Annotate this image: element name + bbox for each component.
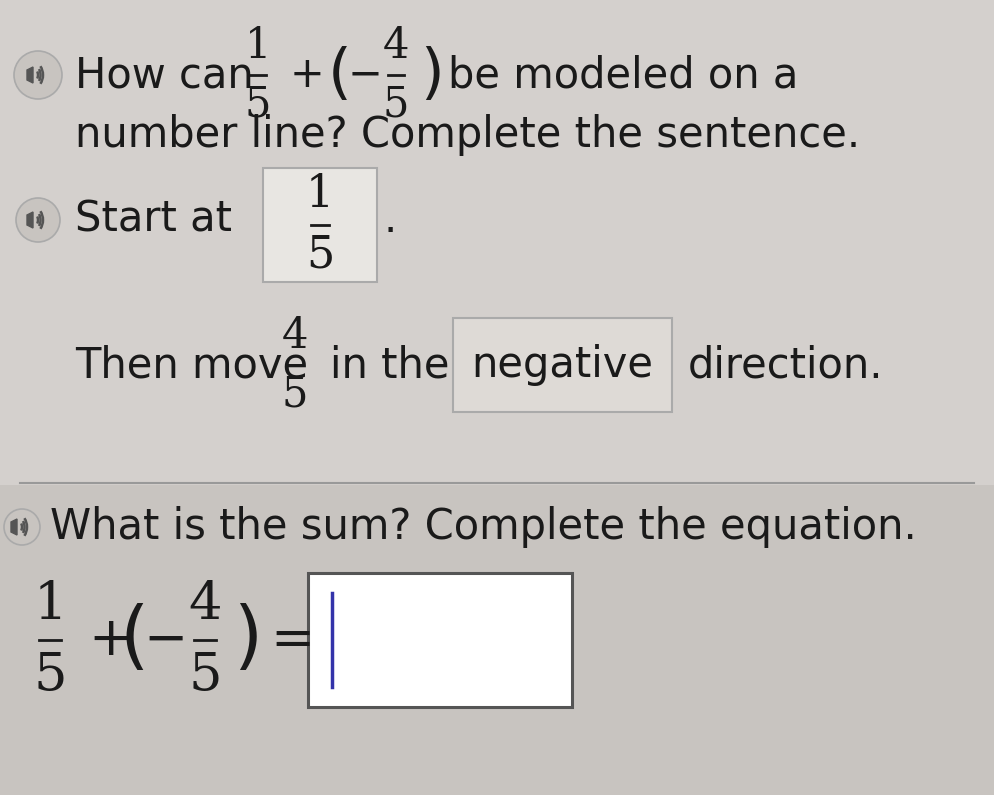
FancyBboxPatch shape (0, 485, 994, 795)
Text: 5: 5 (383, 83, 410, 126)
Text: 1: 1 (245, 25, 271, 67)
Text: 1: 1 (306, 173, 334, 216)
Text: +: + (88, 614, 132, 666)
Text: 4: 4 (281, 315, 308, 357)
FancyBboxPatch shape (308, 573, 572, 707)
Text: direction.: direction. (688, 344, 884, 386)
Text: 5: 5 (33, 650, 67, 701)
Text: 5: 5 (245, 83, 271, 126)
Text: number line? Complete the sentence.: number line? Complete the sentence. (75, 114, 860, 156)
Text: −: − (348, 54, 383, 96)
Text: in the: in the (330, 344, 449, 386)
Text: (: ( (120, 603, 149, 677)
Text: 1: 1 (33, 579, 67, 630)
Text: How can: How can (75, 54, 253, 96)
Text: 4: 4 (188, 579, 222, 630)
Text: Start at: Start at (75, 199, 232, 241)
Circle shape (14, 51, 62, 99)
Text: =: = (270, 614, 314, 666)
Text: negative: negative (471, 344, 653, 386)
Text: 4: 4 (383, 25, 410, 67)
Text: ): ) (420, 45, 443, 104)
Text: +: + (290, 54, 325, 96)
Polygon shape (27, 212, 33, 228)
FancyBboxPatch shape (453, 318, 672, 412)
Text: −: − (143, 614, 187, 666)
Text: 5: 5 (281, 373, 308, 415)
Text: (: ( (328, 45, 352, 104)
Text: .: . (383, 199, 397, 241)
Text: What is the sum? Complete the equation.: What is the sum? Complete the equation. (50, 506, 916, 548)
Text: 5: 5 (306, 234, 334, 277)
Polygon shape (27, 67, 33, 83)
Circle shape (4, 509, 40, 545)
Text: 5: 5 (188, 650, 222, 701)
Text: be modeled on a: be modeled on a (448, 54, 798, 96)
FancyBboxPatch shape (263, 168, 377, 282)
Text: ): ) (233, 603, 262, 677)
Text: Then move: Then move (75, 344, 308, 386)
Circle shape (16, 198, 60, 242)
Polygon shape (11, 519, 17, 535)
